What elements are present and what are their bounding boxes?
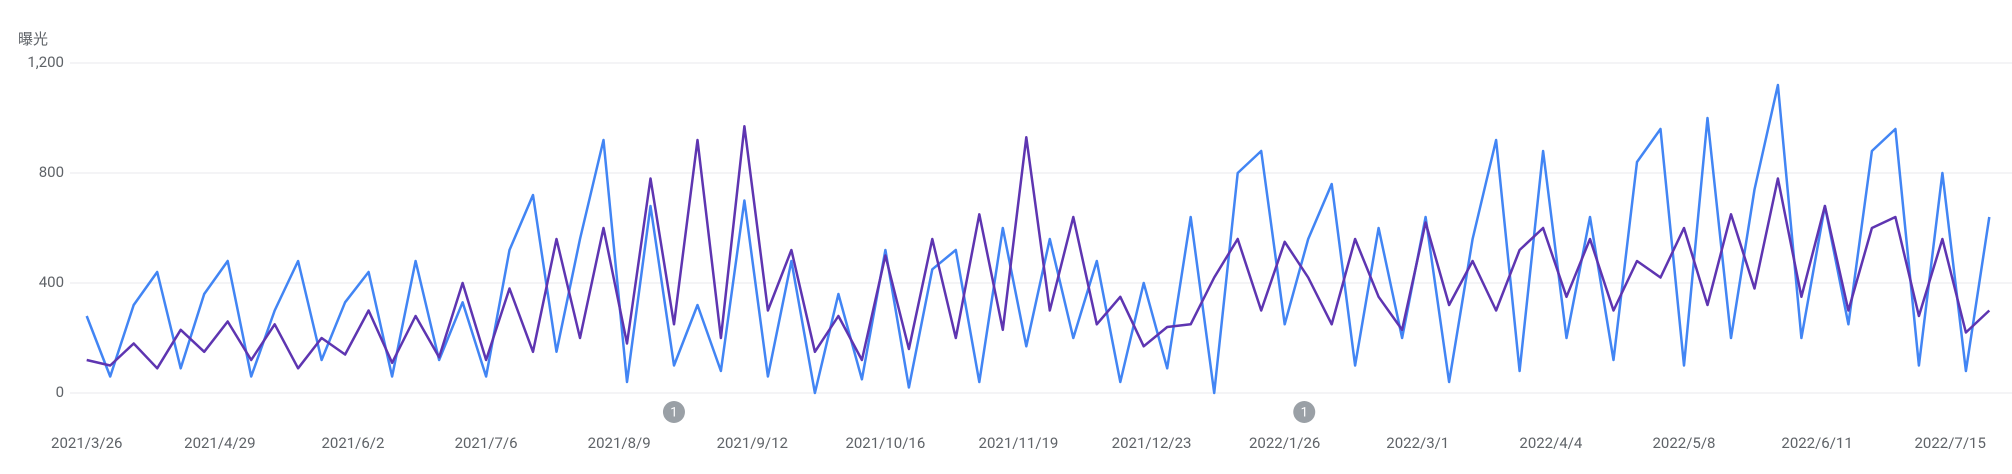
series-line [85,83,1991,395]
y-tick-label: 0 [56,383,64,401]
annotation-marker [1293,401,1316,423]
y-axis-title: 曝光 [18,30,48,48]
annotation-label: 1 [670,405,677,420]
y-tick-label: 400 [39,273,64,291]
x-tick-label: 2021/4/29 [184,434,255,452]
x-tick-label: 2022/1/26 [1249,434,1320,452]
x-tick-label: 2021/9/12 [717,434,788,452]
x-tick-label: 2021/6/2 [321,434,384,452]
y-tick-label: 1,200 [27,53,64,71]
x-tick-label: 2022/3/1 [1386,434,1449,452]
x-tick-label: 2021/8/9 [588,434,651,452]
x-tick-label: 2021/12/23 [1112,434,1192,452]
x-tick-label: 2021/3/26 [51,434,122,452]
x-tick-label: 2021/11/19 [979,434,1059,452]
annotation-label: 1 [1301,405,1308,420]
annotation-marker [662,401,685,423]
x-tick-label: 2022/4/4 [1519,434,1583,452]
x-tick-label: 2022/6/11 [1781,434,1852,452]
x-tick-label: 2022/7/15 [1914,434,1985,452]
series-line [86,125,1991,370]
x-tick-label: 2021/7/6 [455,434,518,452]
y-tick-label: 800 [39,163,64,181]
x-tick-label: 2022/5/8 [1653,434,1716,452]
x-tick-label: 2021/10/16 [845,434,925,452]
